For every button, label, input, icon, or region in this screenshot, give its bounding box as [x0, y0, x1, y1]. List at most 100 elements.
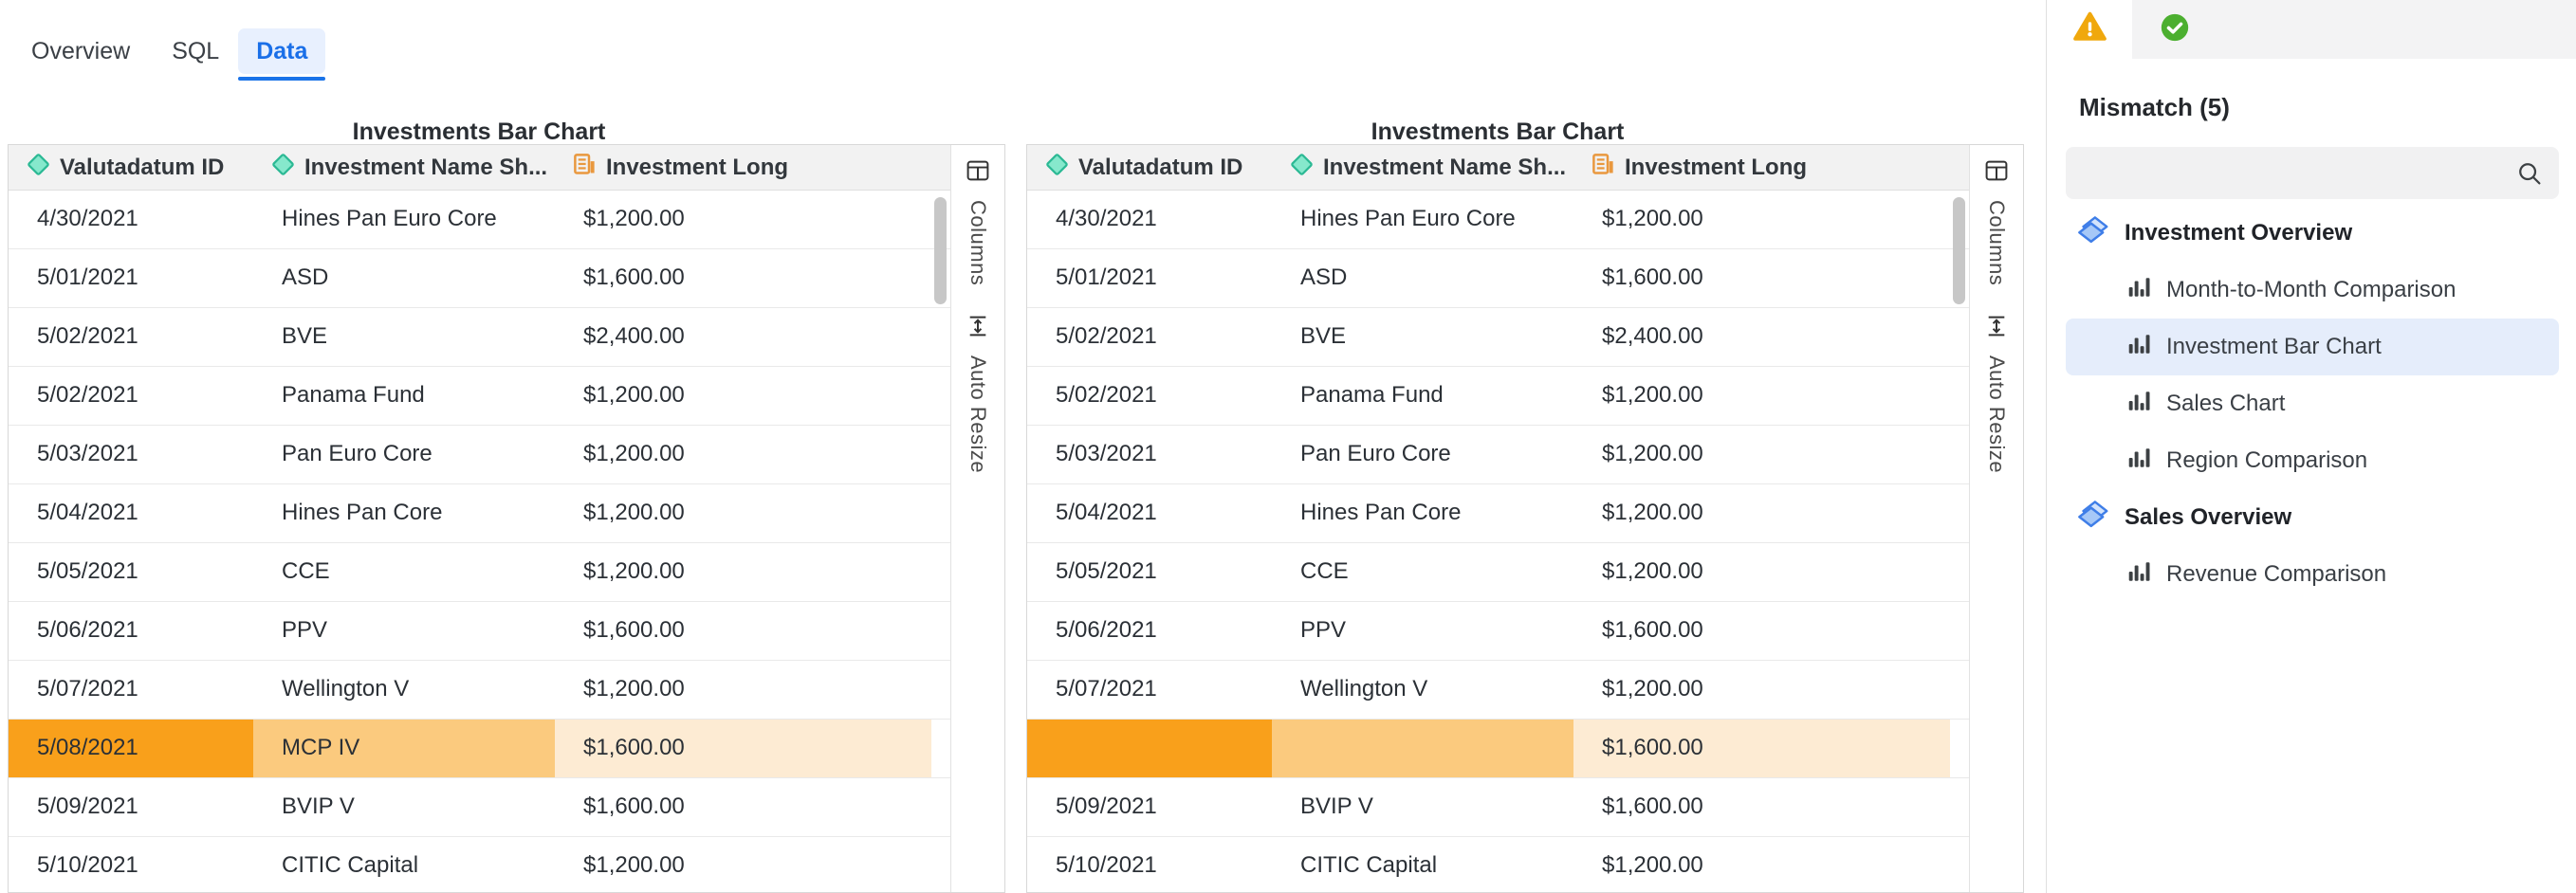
- table-cell[interactable]: 5/07/2021: [37, 676, 138, 702]
- table-row[interactable]: 5/10/2021 CITIC Capital $1,200.00: [9, 837, 950, 892]
- vertical-scrollbar-thumb[interactable]: [934, 197, 947, 304]
- table-cell[interactable]: $1,200.00: [583, 441, 685, 466]
- column-header-1[interactable]: Investment Name Sh...: [1272, 145, 1573, 190]
- tree-item-month-to-month-comparison[interactable]: Month-to-Month Comparison: [2066, 262, 2559, 319]
- side-button-auto-resize[interactable]: Auto Resize: [1984, 314, 2009, 473]
- side-button-columns[interactable]: Columns: [966, 158, 990, 285]
- table-cell[interactable]: $1,600.00: [583, 617, 685, 643]
- tab-sql[interactable]: SQL: [172, 38, 220, 64]
- table-cell[interactable]: $1,200.00: [1602, 676, 1703, 702]
- table-row[interactable]: 5/05/2021 CCE $1,200.00: [1027, 543, 1969, 602]
- table-row[interactable]: 5/06/2021 PPV $1,600.00: [1027, 602, 1969, 661]
- table-cell[interactable]: 5/04/2021: [37, 500, 138, 525]
- table-cell[interactable]: 5/10/2021: [37, 852, 138, 878]
- table-row[interactable]: 5/02/2021 BVE $2,400.00: [9, 308, 950, 367]
- side-button-auto-resize[interactable]: Auto Resize: [966, 314, 990, 473]
- column-header-1[interactable]: Investment Name Sh...: [253, 145, 555, 190]
- table-cell[interactable]: 5/05/2021: [37, 558, 138, 584]
- table-cell[interactable]: Hines Pan Euro Core: [282, 206, 497, 231]
- table-row[interactable]: 4/30/2021 Hines Pan Euro Core $1,200.00: [9, 191, 950, 249]
- table-cell[interactable]: BVIP V: [282, 793, 355, 819]
- tree-item-revenue-comparison[interactable]: Revenue Comparison: [2066, 546, 2559, 603]
- table-cell[interactable]: Panama Fund: [282, 382, 425, 408]
- table-cell[interactable]: $2,400.00: [583, 323, 685, 349]
- table-cell[interactable]: $1,600.00: [1602, 264, 1703, 290]
- tree-item-region-comparison[interactable]: Region Comparison: [2066, 432, 2559, 489]
- table-cell[interactable]: BVIP V: [1300, 793, 1373, 819]
- table-row[interactable]: 5/07/2021 Wellington V $1,200.00: [9, 661, 950, 720]
- table-row[interactable]: 5/05/2021 CCE $1,200.00: [9, 543, 950, 602]
- table-cell[interactable]: $1,200.00: [583, 676, 685, 702]
- table-cell[interactable]: 5/01/2021: [1056, 264, 1157, 290]
- table-cell[interactable]: Pan Euro Core: [282, 441, 432, 466]
- table-row[interactable]: 5/02/2021 Panama Fund $1,200.00: [1027, 367, 1969, 426]
- table-cell[interactable]: 5/02/2021: [1056, 382, 1157, 408]
- table-cell[interactable]: $1,200.00: [1602, 500, 1703, 525]
- table-row[interactable]: 5/03/2021 Pan Euro Core $1,200.00: [1027, 426, 1969, 484]
- table-cell[interactable]: ASD: [1300, 264, 1348, 290]
- table-cell[interactable]: [1027, 720, 1272, 777]
- table-cell[interactable]: 4/30/2021: [37, 206, 138, 231]
- table-cell[interactable]: 5/03/2021: [1056, 441, 1157, 466]
- table-cell[interactable]: 5/10/2021: [1056, 852, 1157, 878]
- table-cell[interactable]: CCE: [282, 558, 330, 584]
- table-cell[interactable]: Wellington V: [282, 676, 410, 702]
- table-cell[interactable]: 5/08/2021: [9, 720, 253, 777]
- table-cell[interactable]: 5/02/2021: [37, 382, 138, 408]
- table-cell[interactable]: $1,200.00: [1602, 206, 1703, 231]
- side-button-columns[interactable]: Columns: [1984, 158, 2009, 285]
- table-cell[interactable]: 5/03/2021: [37, 441, 138, 466]
- table-cell[interactable]: ASD: [282, 264, 329, 290]
- table-row[interactable]: 5/08/2021 MCP IV $1,600.00: [9, 720, 950, 778]
- warnings-tab[interactable]: [2047, 0, 2132, 59]
- table-row[interactable]: 5/03/2021 Pan Euro Core $1,200.00: [9, 426, 950, 484]
- table-cell[interactable]: 5/02/2021: [37, 323, 138, 349]
- tree-item-sales-chart[interactable]: Sales Chart: [2066, 375, 2559, 432]
- table-cell[interactable]: $1,600.00: [583, 264, 685, 290]
- column-header-0[interactable]: Valutadatum ID: [1027, 145, 1272, 190]
- table-cell[interactable]: 5/04/2021: [1056, 500, 1157, 525]
- column-header-0[interactable]: Valutadatum ID: [9, 145, 253, 190]
- table-cell[interactable]: $1,200.00: [583, 558, 685, 584]
- table-cell[interactable]: 5/09/2021: [37, 793, 138, 819]
- table-cell[interactable]: BVE: [282, 323, 328, 349]
- table-cell[interactable]: CITIC Capital: [1300, 852, 1438, 878]
- table-cell[interactable]: PPV: [1300, 617, 1347, 643]
- success-tab[interactable]: [2132, 0, 2217, 59]
- table-cell[interactable]: Hines Pan Euro Core: [1300, 206, 1516, 231]
- table-cell[interactable]: MCP IV: [253, 720, 555, 777]
- table-cell[interactable]: Pan Euro Core: [1300, 441, 1451, 466]
- table-cell[interactable]: $1,600.00: [583, 793, 685, 819]
- table-cell[interactable]: [1272, 720, 1573, 777]
- table-cell[interactable]: $1,200.00: [1602, 558, 1703, 584]
- table-row[interactable]: 5/01/2021 ASD $1,600.00: [1027, 249, 1969, 308]
- table-cell[interactable]: $1,200.00: [583, 852, 685, 878]
- table-row[interactable]: 5/01/2021 ASD $1,600.00: [9, 249, 950, 308]
- table-cell[interactable]: $1,200.00: [1602, 382, 1703, 408]
- table-cell[interactable]: 5/01/2021: [37, 264, 138, 290]
- table-cell[interactable]: CCE: [1300, 558, 1349, 584]
- table-cell[interactable]: $1,600.00: [1573, 720, 1950, 777]
- tab-data[interactable]: Data: [238, 28, 326, 81]
- tab-overview[interactable]: Overview: [31, 38, 131, 64]
- table-cell[interactable]: CITIC Capital: [282, 852, 419, 878]
- table-cell[interactable]: PPV: [282, 617, 328, 643]
- vertical-scrollbar-thumb[interactable]: [1953, 197, 1965, 304]
- table-row[interactable]: 5/04/2021 Hines Pan Core $1,200.00: [9, 484, 950, 543]
- table-row[interactable]: 5/09/2021 BVIP V $1,600.00: [1027, 778, 1969, 837]
- tree-group-sales-overview[interactable]: Sales Overview: [2066, 489, 2559, 546]
- column-header-2[interactable]: Investment Long: [555, 145, 931, 190]
- table-cell[interactable]: Hines Pan Core: [1300, 500, 1462, 525]
- table-cell[interactable]: Hines Pan Core: [282, 500, 443, 525]
- table-cell[interactable]: 5/02/2021: [1056, 323, 1157, 349]
- table-cell[interactable]: BVE: [1300, 323, 1347, 349]
- table-cell[interactable]: 5/06/2021: [1056, 617, 1157, 643]
- table-cell[interactable]: $1,600.00: [1602, 617, 1703, 643]
- table-row[interactable]: 5/02/2021 BVE $2,400.00: [1027, 308, 1969, 367]
- table-cell[interactable]: Panama Fund: [1300, 382, 1444, 408]
- table-cell[interactable]: $1,200.00: [583, 382, 685, 408]
- table-row[interactable]: 5/10/2021 CITIC Capital $1,200.00: [1027, 837, 1969, 892]
- table-cell[interactable]: $2,400.00: [1602, 323, 1703, 349]
- column-header-2[interactable]: Investment Long: [1573, 145, 1950, 190]
- table-cell[interactable]: 5/05/2021: [1056, 558, 1157, 584]
